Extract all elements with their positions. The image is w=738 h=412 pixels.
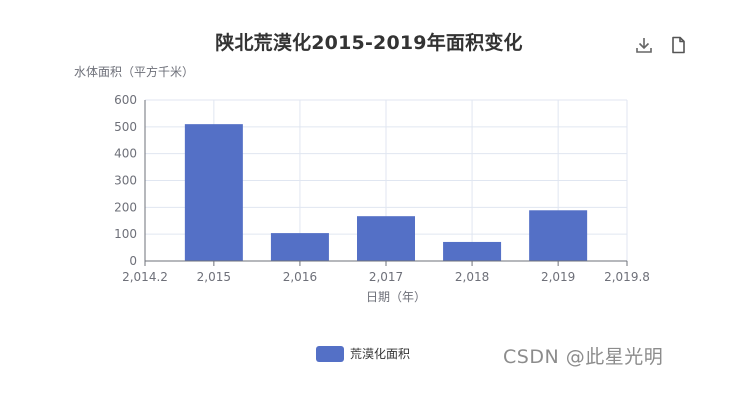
chart-title: 陕北荒漠化2015-2019年面积变化 bbox=[215, 32, 523, 54]
watermark: CSDN @此星光明 bbox=[503, 346, 664, 368]
x-tick-label: 2,014.2 bbox=[122, 270, 168, 284]
y-axis-title: 水体面积（平方千米） bbox=[74, 65, 195, 79]
x-tick-label: 2,015 bbox=[197, 270, 231, 284]
y-tick-label: 300 bbox=[114, 174, 137, 188]
legend-swatch bbox=[316, 345, 344, 362]
bar bbox=[529, 210, 588, 261]
chart-toolbox bbox=[634, 35, 688, 55]
x-tick-label: 2,018 bbox=[455, 270, 489, 284]
x-tick-label: 2,019 bbox=[541, 270, 575, 284]
y-tick-label: 500 bbox=[114, 120, 137, 134]
x-tick-label: 2,017 bbox=[369, 270, 403, 284]
download-icon[interactable] bbox=[634, 35, 654, 55]
y-tick-label: 600 bbox=[114, 93, 137, 107]
bar bbox=[357, 216, 415, 261]
y-tick-label: 200 bbox=[114, 200, 137, 214]
y-tick-label: 0 bbox=[129, 254, 137, 268]
bar bbox=[270, 233, 329, 261]
y-tick-label: 100 bbox=[114, 227, 137, 241]
bar bbox=[443, 241, 502, 261]
legend-item[interactable]: 荒漠化面积 bbox=[316, 345, 410, 362]
legend-label: 荒漠化面积 bbox=[350, 347, 411, 361]
y-tick-label: 400 bbox=[114, 147, 137, 161]
bar bbox=[184, 124, 243, 262]
x-axis-title: 日期（年） bbox=[366, 290, 426, 304]
x-tick-label: 2,019.8 bbox=[604, 270, 650, 284]
document-icon[interactable] bbox=[668, 35, 688, 55]
x-tick-label: 2,016 bbox=[283, 270, 317, 284]
